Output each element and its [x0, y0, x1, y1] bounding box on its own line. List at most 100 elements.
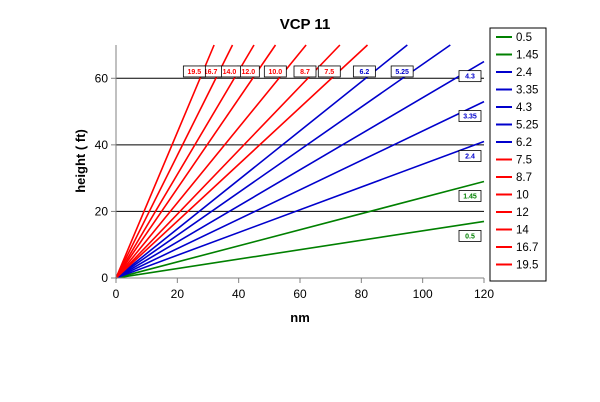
- data-label-box: [458, 230, 482, 242]
- series-lines: [115, 44, 485, 279]
- data-label: 6.2: [352, 65, 376, 78]
- data-label-text: 4.3: [465, 74, 475, 81]
- data-label-text: 1.45: [463, 193, 477, 200]
- data-label-text: 16.7: [204, 69, 218, 76]
- data-label: 10.0: [263, 65, 287, 78]
- data-label-box: [182, 65, 206, 78]
- data-label-text: 19.5: [188, 69, 202, 76]
- legend-item: 10: [496, 190, 529, 202]
- data-label: 4.3: [458, 70, 482, 83]
- legend-label: 0.5: [516, 32, 532, 44]
- legend-box: [489, 27, 547, 282]
- data-label-text: 0.5: [465, 233, 475, 240]
- legend-label: 6.2: [516, 137, 532, 149]
- series-line: [115, 44, 307, 279]
- legend-label: 8.7: [516, 172, 532, 184]
- legend-label: 2.4: [516, 67, 533, 79]
- data-label-box: [458, 70, 482, 83]
- data-label-box: [263, 65, 287, 78]
- data-label-box: [458, 110, 482, 122]
- data-label: 1.45: [458, 190, 482, 202]
- y-tick-label: 20: [95, 204, 109, 218]
- data-label-text: 10.0: [269, 69, 283, 76]
- legend-item: 0.5: [496, 32, 532, 44]
- series-line: [115, 100, 485, 279]
- x-tick-label: 0: [113, 287, 120, 301]
- legend-label: 3.35: [516, 85, 538, 97]
- legend-item: 8.7: [496, 172, 532, 184]
- y-tick-label: 40: [95, 138, 109, 152]
- y-ticks: 0 20 40 60: [95, 71, 116, 285]
- legend-label: 12: [516, 207, 529, 219]
- data-label: 2.4: [458, 150, 482, 162]
- data-label-text: 8.7: [300, 69, 310, 76]
- series-line: [115, 44, 408, 279]
- x-ticks: 0 20 40 60 80 100 120: [113, 278, 494, 301]
- legend-item: 3.35: [496, 85, 538, 97]
- data-label-text: 5.25: [395, 69, 409, 76]
- series-line: [115, 44, 451, 279]
- data-label: 8.7: [293, 65, 317, 78]
- legend: 0.5 1.45 2.4 3.35 4.3 5.25 6.2 7.5 8.7 10 12 14 16.7…: [496, 32, 538, 272]
- x-tick-label: 120: [474, 287, 494, 301]
- x-tick-label: 40: [232, 287, 246, 301]
- series-line: [115, 60, 485, 279]
- legend-label: 19.5: [516, 260, 538, 272]
- data-label-text: 3.35: [463, 114, 477, 121]
- series-line: [115, 44, 277, 279]
- data-label-box: [293, 65, 317, 78]
- data-label-text: 7.5: [324, 69, 334, 76]
- data-labels: 0.5 1.45 2.4 3.35 4.3 5.25 6.2 7.5 8.7 10.0 12.0 14…: [182, 65, 482, 242]
- series-line: [115, 44, 215, 279]
- data-label: 7.5: [317, 65, 341, 78]
- legend-label: 16.7: [516, 242, 538, 254]
- series-line: [115, 44, 341, 279]
- legend-item: 5.25: [496, 120, 538, 132]
- x-tick-label: 80: [355, 287, 369, 301]
- data-label-box: [458, 190, 482, 202]
- legend-label: 4.3: [516, 102, 532, 114]
- legend-label: 14: [516, 225, 529, 237]
- x-tick-label: 100: [413, 287, 433, 301]
- y-tick-label: 0: [101, 271, 108, 285]
- x-tick-label: 60: [293, 287, 307, 301]
- legend-label: 10: [516, 190, 529, 202]
- series-line: [115, 220, 485, 279]
- data-label: 19.5: [182, 65, 206, 78]
- legend-label: 5.25: [516, 120, 538, 132]
- series-line: [115, 180, 485, 279]
- data-label-box: [352, 65, 376, 78]
- data-label: 5.25: [390, 65, 414, 78]
- x-tick-label: 20: [171, 287, 185, 301]
- chart-title: VCP 11: [280, 16, 331, 33]
- plot-area: [116, 45, 484, 278]
- gridlines: [116, 77, 484, 212]
- data-label-text: 2.4: [465, 154, 475, 161]
- series-line: [115, 140, 485, 279]
- legend-item: 4.3: [496, 102, 532, 114]
- legend-item: 7.5: [496, 155, 532, 167]
- legend-item: 6.2: [496, 137, 532, 149]
- series-line: [115, 44, 369, 279]
- legend-item: 2.4: [496, 67, 533, 79]
- legend-label: 7.5: [516, 155, 532, 167]
- data-label-text: 14.0: [223, 69, 237, 76]
- y-tick-label: 60: [95, 71, 109, 85]
- legend-item: 16.7: [496, 242, 538, 254]
- data-label-text: 12.0: [242, 69, 256, 76]
- data-label: 3.35: [458, 110, 482, 122]
- legend-item: 1.45: [496, 50, 538, 62]
- series-line: [115, 44, 234, 279]
- data-label-box: [317, 65, 341, 78]
- data-label-box: [390, 65, 414, 78]
- legend-item: 14: [496, 225, 529, 237]
- data-label-text: 6.2: [360, 69, 370, 76]
- data-label: 0.5: [458, 230, 482, 242]
- x-axis-label: nm: [290, 310, 310, 325]
- legend-item: 12: [496, 207, 529, 219]
- y-axis-label: height ( ft): [73, 129, 88, 193]
- legend-item: 19.5: [496, 260, 538, 272]
- data-label-box: [458, 150, 482, 162]
- legend-label: 1.45: [516, 50, 538, 62]
